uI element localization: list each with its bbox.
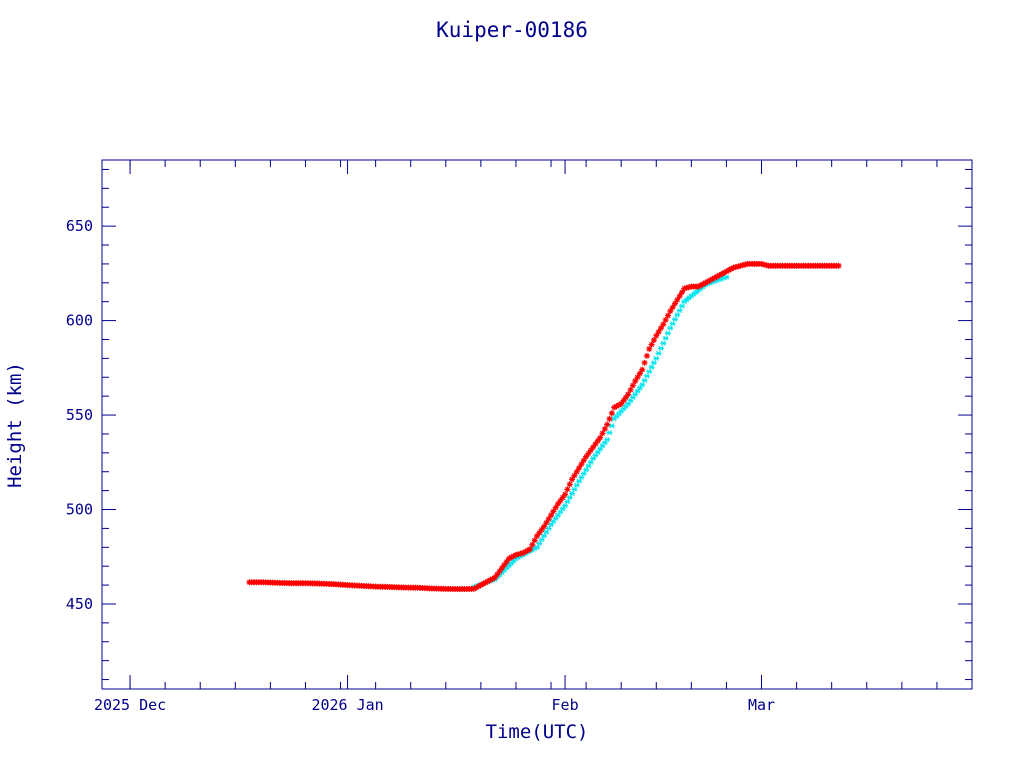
- data-point: [566, 495, 573, 501]
- data-point: [501, 561, 508, 568]
- data-point: [667, 308, 674, 315]
- data-point: [664, 330, 671, 336]
- data-point: [636, 370, 643, 377]
- data-point: [723, 274, 730, 280]
- data-point: [604, 437, 611, 443]
- data-point: [606, 430, 613, 436]
- data-point: [669, 304, 676, 311]
- x-tick-label: 2026 Jan: [311, 696, 383, 714]
- data-point: [534, 532, 540, 539]
- data-point: [679, 303, 685, 309]
- data-point: [543, 529, 550, 535]
- data-point: [643, 373, 650, 379]
- data-point: [576, 478, 583, 484]
- data-point: [583, 467, 590, 473]
- data-point: [650, 337, 657, 344]
- data-point: [526, 546, 533, 553]
- plot-frame: [101, 159, 973, 690]
- data-point: [835, 262, 842, 269]
- data-point: [562, 491, 569, 498]
- data-point: [536, 541, 543, 547]
- tick-labels: 450 500 550 600 650 2025 Dec 2026 Jan Feb Mar: [66, 217, 775, 714]
- data-point: [606, 415, 613, 422]
- x-tick-label: Feb: [552, 696, 579, 714]
- data-point: [660, 340, 667, 346]
- data-point: [674, 312, 681, 318]
- data-points: [246, 260, 842, 593]
- data-point: [660, 321, 667, 328]
- x-tick-label: Mar: [748, 696, 775, 714]
- y-axis-label: Height (km): [4, 362, 26, 488]
- data-point: [662, 316, 669, 323]
- data-point: [629, 382, 636, 389]
- data-point: [564, 499, 571, 505]
- data-point: [669, 321, 676, 327]
- data-point: [538, 537, 545, 543]
- data-point: [639, 382, 646, 388]
- y-tick-label: 650: [66, 217, 93, 235]
- data-point: [541, 533, 548, 539]
- data-point: [534, 544, 540, 550]
- data-point: [667, 325, 674, 331]
- y-tick-label: 500: [66, 501, 93, 519]
- data-point: [491, 574, 498, 581]
- data-point: [580, 471, 587, 477]
- data-point: [573, 482, 580, 488]
- data-point: [671, 316, 678, 322]
- data-point: [657, 325, 664, 332]
- data-point: [650, 360, 657, 366]
- chart-title: Kuiper-00186: [436, 18, 588, 42]
- data-point: [578, 474, 585, 480]
- data-point: [587, 459, 594, 465]
- data-point: [552, 504, 559, 511]
- data-point: [601, 425, 608, 432]
- data-point: [585, 463, 592, 469]
- data-point: [599, 430, 606, 437]
- x-axis-label: Time(UTC): [486, 721, 589, 743]
- data-point: [608, 410, 615, 417]
- data-point: [641, 377, 648, 383]
- data-point: [608, 423, 615, 429]
- data-point: [597, 434, 604, 441]
- y-tick-label: 550: [66, 406, 93, 424]
- data-point: [648, 364, 655, 370]
- data-point: [639, 366, 646, 373]
- data-point: [664, 312, 671, 319]
- data-point: [562, 503, 569, 509]
- data-point: [529, 541, 536, 548]
- data-point: [545, 525, 552, 531]
- data-point: [676, 307, 683, 314]
- data-point: [646, 369, 653, 375]
- data-point: [531, 537, 538, 544]
- data-point: [653, 332, 660, 339]
- data-point: [648, 341, 655, 348]
- data-point: [569, 490, 576, 496]
- data-point: [587, 447, 594, 454]
- data-point: [646, 345, 653, 352]
- y-tick-label: 450: [66, 595, 93, 613]
- data-point: [625, 391, 632, 398]
- y-tick-label: 600: [66, 312, 93, 330]
- data-point: [657, 345, 664, 351]
- data-point: [653, 355, 660, 361]
- data-point: [604, 421, 611, 428]
- data-point: [643, 352, 650, 359]
- data-point: [627, 386, 634, 393]
- x-tick-label: 2025 Dec: [94, 696, 166, 714]
- axis-ticks: [102, 160, 973, 689]
- data-point: [564, 486, 571, 493]
- data-point: [662, 335, 669, 341]
- data-point: [566, 481, 573, 488]
- data-point: [641, 359, 648, 366]
- data-point: [571, 486, 578, 492]
- data-point: [655, 350, 662, 356]
